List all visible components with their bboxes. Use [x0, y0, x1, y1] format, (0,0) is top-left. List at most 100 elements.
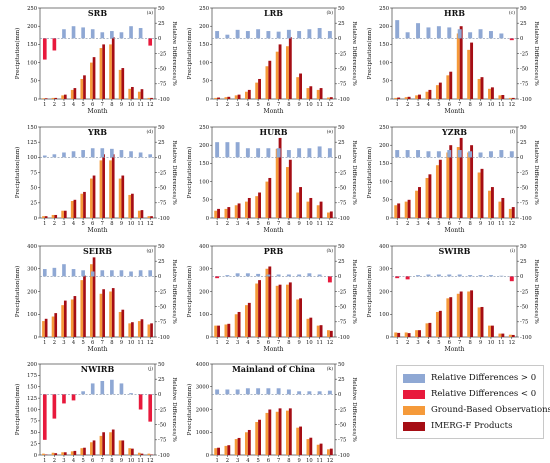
panel-hrb-y2tick-label--25: -25: [520, 51, 528, 57]
panel-yrb-ylabel: Precipitation(mm): [14, 147, 21, 199]
panel-nwirb-ylabel: Precipitation(mm): [14, 384, 21, 436]
panel-lrb-xtick-label-4: 4: [246, 102, 250, 108]
panel-prb-bar-reldiff-4: [245, 273, 250, 277]
panel-hrb-bar-reldiff-6: [447, 27, 452, 39]
panel-yzrb-y2label: Relative Differences/%: [533, 140, 539, 205]
panel-seirb-bar-reldiff-8: [110, 270, 114, 277]
panel-mainland-of-china-bar-ground-8: [286, 410, 289, 455]
panel-swirb-bar-imerg-3: [418, 330, 421, 337]
panel-mainland-of-china-xtick-label-12: 12: [327, 458, 334, 463]
panel-hurb-bar-reldiff-9: [297, 148, 302, 158]
panel-nwirb-xtick-label-12: 12: [147, 458, 154, 463]
panel-srb-bar-imerg-5: [83, 75, 86, 99]
panel-yzrb-bar-ground-2: [404, 201, 408, 218]
panel-seirb-bar-reldiff-2: [52, 267, 57, 277]
panel-nwirb-bar-reldiff-4: [71, 394, 76, 401]
panel-srb-bar-reldiff-9: [119, 32, 124, 39]
panel-yzrb-bar-reldiff-10: [488, 151, 493, 158]
panel-hrb-xtick-label-4: 4: [427, 102, 431, 108]
panel-seirb-y2tick-label--100: -100: [158, 335, 170, 341]
panel-hrb-bar-imerg-5: [438, 82, 442, 99]
panel-yzrb-xtick-label-9: 9: [479, 221, 482, 227]
panel-srb-y2tick-label-50: 50: [158, 6, 165, 12]
panel-seirb-bar-ground-1: [42, 321, 45, 337]
panel-lrb-bar-reldiff-2: [225, 34, 230, 39]
panel-yzrb-ytick-label-200: 200: [379, 143, 389, 149]
panel-srb-ytick-label-150: 150: [27, 42, 37, 48]
panel-lrb-ylabel: Precipitation(mm): [186, 28, 193, 80]
panel-yrb-bar-reldiff-1: [42, 155, 47, 158]
panel-mainland-of-china-bar-ground-4: [245, 432, 248, 455]
panel-swirb-y2tick-label--25: -25: [520, 289, 528, 295]
panel-mainland-of-china-bar-reldiff-11: [317, 391, 322, 395]
panel-yrb-xtick-label-3: 3: [62, 221, 65, 227]
panel-yrb-bar-reldiff-9: [119, 150, 124, 158]
panel-seirb-y2tick-label-25: 25: [158, 259, 165, 265]
panel-swirb-bar-imerg-11: [501, 333, 505, 337]
panel-lrb-bar-reldiff-10: [307, 29, 312, 39]
panel-yzrb-xtick-label-12: 12: [508, 221, 515, 227]
panel-lrb-bar-ground-11: [316, 89, 320, 99]
panel-srb-bar-imerg-4: [73, 88, 77, 99]
legend-swatch-rel-neg: [403, 389, 425, 399]
panel-lrb-xtick-label-2: 2: [226, 102, 229, 108]
panel-yrb-bar-ground-7: [99, 160, 103, 218]
panel-nwirb-bar-imerg-8: [111, 429, 115, 455]
panel-lrb-xtick-label-7: 7: [277, 102, 280, 108]
panel-lrb-xtick-label-10: 10: [306, 102, 313, 108]
panel-nwirb-bar-reldiff-2: [52, 394, 57, 419]
panel-prb-ytick-label-400: 400: [199, 244, 209, 250]
panel-hurb-bar-ground-5: [255, 196, 259, 218]
panel-nwirb-bar-imerg-9: [121, 440, 125, 455]
panel-lrb-ytick-label-250: 250: [199, 6, 209, 12]
panel-swirb-y2label: Relative Differences/%: [533, 259, 539, 324]
panel-yrb-xtick-label-12: 12: [147, 221, 154, 227]
panel-hurb-ytick-label-100: 100: [199, 179, 209, 185]
panel-mainland-of-china-bar-ground-6: [265, 412, 269, 455]
panel-prb-bar-ground-8: [286, 284, 289, 337]
panel-nwirb-ytick-label-0: 0: [34, 453, 37, 459]
panel-mainland-of-china-bar-imerg-7: [278, 408, 282, 455]
panel-hurb-y2tick-label-25: 25: [338, 140, 345, 146]
panel-yrb-title: YRB: [87, 127, 107, 137]
panel-nwirb-xtick-label-5: 5: [81, 458, 84, 463]
panel-lrb-ytick-label-200: 200: [199, 24, 209, 30]
panel-nwirb-bar-ground-9: [118, 440, 122, 455]
panel-swirb-bar-reldiff-7: [457, 274, 462, 277]
panel-yzrb-bar-imerg-2: [407, 199, 411, 218]
panel-nwirb-bar-reldiff-7: [100, 380, 105, 395]
panel-mainland-of-china-y2tick-label--25: -25: [338, 407, 346, 413]
panel-swirb-xtick-label-3: 3: [416, 340, 419, 346]
panel-hurb-bar-reldiff-7: [276, 148, 281, 158]
panel-nwirb-bar-imerg-5: [83, 447, 86, 455]
panel-lrb-bar-ground-4: [245, 91, 248, 99]
panel-yrb-xtick-label-7: 7: [101, 221, 104, 227]
panel-srb-ylabel: Precipitation(mm): [14, 28, 21, 80]
panel-yrb-bar-imerg-9: [121, 175, 125, 218]
panel-swirb-xtick-label-5: 5: [437, 340, 440, 346]
panel-yrb-bar-reldiff-12: [148, 154, 153, 158]
panel-yrb-xtick-label-10: 10: [128, 221, 135, 227]
panel-srb-xtick-label-4: 4: [72, 102, 76, 108]
panel-nwirb-bar-reldiff-11: [138, 394, 143, 410]
panel-hurb-xtick-label-12: 12: [327, 221, 334, 227]
legend-label-ground: Ground-Based Observations: [431, 405, 550, 415]
panel-prb-xtick-label-4: 4: [246, 340, 250, 346]
panel-hrb-bar-reldiff-10: [488, 31, 493, 39]
panel-swirb-xtick-label-10: 10: [488, 340, 495, 346]
panel-yrb-xtick-label-8: 8: [110, 221, 113, 227]
panel-mainland-of-china-xtick-label-10: 10: [306, 458, 313, 463]
panel-swirb-bar-imerg-12: [511, 334, 515, 337]
panel-mainland-of-china-xtick-label-9: 9: [297, 458, 300, 463]
panel-prb-bar-imerg-8: [288, 282, 292, 337]
panel-nwirb-bar-reldiff-8: [110, 379, 114, 395]
panel-nwirb-xtick-label-9: 9: [120, 458, 123, 463]
panel-hurb-xtick-label-9: 9: [297, 221, 300, 227]
panel-hrb-y2tick-label-50: 50: [520, 6, 527, 12]
panel-nwirb-bar-reldiff-9: [119, 383, 124, 395]
panel-yzrb-bar-imerg-9: [480, 168, 484, 218]
panel-swirb-y2tick-label--100: -100: [520, 335, 532, 341]
panel-hrb-bar-ground-7: [456, 33, 460, 100]
panel-hrb-bar-reldiff-4: [426, 27, 431, 39]
panel-lrb-bar-ground-7: [275, 51, 279, 99]
